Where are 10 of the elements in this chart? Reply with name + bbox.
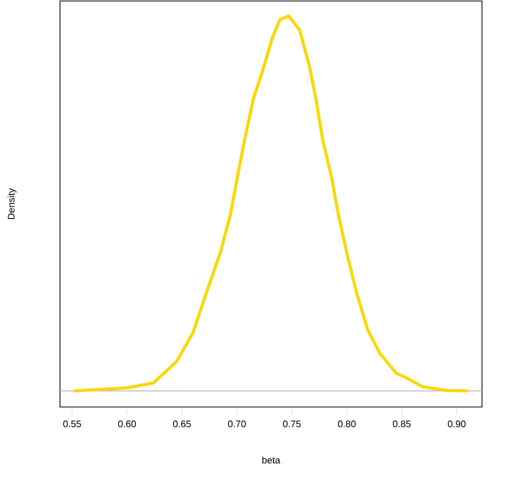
x-tick-label: 0.85 xyxy=(392,420,411,428)
y-axis-title: Density xyxy=(8,188,16,220)
x-tick-label: 0.55 xyxy=(63,420,81,428)
x-tick-label: 0.70 xyxy=(228,420,246,428)
x-tick-label: 0.75 xyxy=(283,420,301,428)
x-axis-title: beta xyxy=(262,456,280,464)
x-tick-label: 0.80 xyxy=(338,420,356,428)
x-tick-label: 0.65 xyxy=(173,420,191,428)
x-tick-label: 0.90 xyxy=(448,420,466,428)
x-tick-label: 0.60 xyxy=(118,420,136,428)
